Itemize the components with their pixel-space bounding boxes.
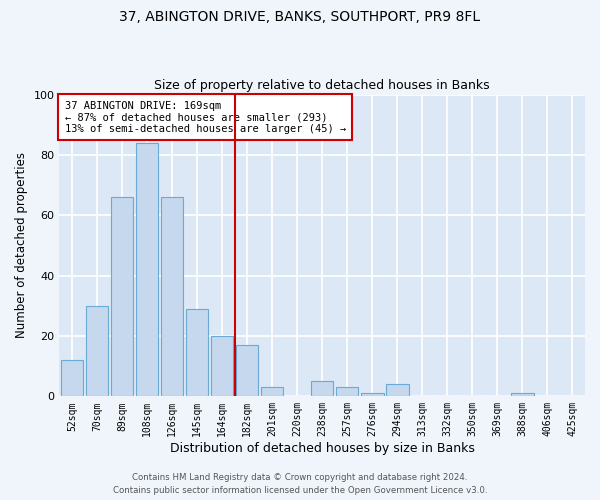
Title: Size of property relative to detached houses in Banks: Size of property relative to detached ho… <box>154 79 490 92</box>
Bar <box>236 345 259 397</box>
Bar <box>336 388 358 396</box>
Text: Contains HM Land Registry data © Crown copyright and database right 2024.
Contai: Contains HM Land Registry data © Crown c… <box>113 474 487 495</box>
Bar <box>186 309 208 396</box>
Bar <box>361 394 383 396</box>
Bar <box>86 306 108 396</box>
Bar <box>211 336 233 396</box>
Text: 37, ABINGTON DRIVE, BANKS, SOUTHPORT, PR9 8FL: 37, ABINGTON DRIVE, BANKS, SOUTHPORT, PR… <box>119 10 481 24</box>
Bar <box>161 197 184 396</box>
Text: 37 ABINGTON DRIVE: 169sqm
← 87% of detached houses are smaller (293)
13% of semi: 37 ABINGTON DRIVE: 169sqm ← 87% of detac… <box>65 100 346 134</box>
Bar <box>261 388 283 396</box>
Bar <box>111 197 133 396</box>
Y-axis label: Number of detached properties: Number of detached properties <box>15 152 28 338</box>
X-axis label: Distribution of detached houses by size in Banks: Distribution of detached houses by size … <box>170 442 475 455</box>
Bar <box>511 394 533 396</box>
Bar <box>311 381 334 396</box>
Bar <box>386 384 409 396</box>
Bar <box>61 360 83 397</box>
Bar <box>136 143 158 397</box>
